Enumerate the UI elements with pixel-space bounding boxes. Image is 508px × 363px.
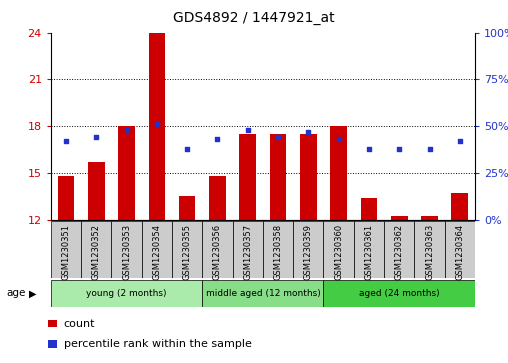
Text: GSM1230361: GSM1230361	[364, 224, 373, 280]
Bar	[263, 221, 293, 278]
Text: GSM1230360: GSM1230360	[334, 224, 343, 280]
Point	[213, 136, 221, 142]
Bar	[51, 221, 81, 278]
Text: GSM1230356: GSM1230356	[213, 224, 222, 280]
Point	[244, 127, 252, 133]
Text: count: count	[64, 319, 95, 329]
Bar	[179, 196, 196, 220]
Point	[456, 138, 464, 144]
Bar	[421, 216, 438, 220]
Text: GSM1230357: GSM1230357	[243, 224, 252, 280]
Text: age: age	[7, 288, 26, 298]
Text: GSM1230363: GSM1230363	[425, 224, 434, 281]
Point	[395, 146, 403, 151]
Bar	[51, 280, 202, 307]
Text: percentile rank within the sample: percentile rank within the sample	[64, 339, 251, 349]
Bar	[172, 221, 202, 278]
Bar	[330, 126, 347, 220]
Point	[365, 146, 373, 151]
Bar	[118, 126, 135, 220]
Bar	[88, 162, 105, 220]
Point	[122, 127, 131, 133]
Bar	[391, 216, 407, 220]
Bar	[324, 280, 475, 307]
Bar	[361, 198, 377, 220]
Bar	[239, 134, 256, 220]
Bar	[202, 280, 324, 307]
Point	[335, 136, 343, 142]
Bar	[209, 176, 226, 220]
Text: ▶: ▶	[29, 289, 37, 299]
Bar	[111, 221, 142, 278]
Text: GSM1230351: GSM1230351	[61, 224, 71, 280]
Bar	[354, 221, 384, 278]
Point	[62, 138, 70, 144]
Text: GSM1230352: GSM1230352	[92, 224, 101, 280]
Point	[92, 134, 100, 140]
Bar	[324, 221, 354, 278]
Bar	[384, 221, 415, 278]
Text: GDS4892 / 1447921_at: GDS4892 / 1447921_at	[173, 11, 335, 25]
Text: GSM1230354: GSM1230354	[152, 224, 162, 280]
Point	[274, 134, 282, 140]
Bar	[202, 221, 233, 278]
Bar	[142, 221, 172, 278]
Point	[183, 146, 191, 151]
Text: aged (24 months): aged (24 months)	[359, 289, 439, 298]
Bar	[293, 221, 324, 278]
Text: GSM1230358: GSM1230358	[273, 224, 282, 280]
Point	[304, 129, 312, 135]
Bar	[444, 221, 475, 278]
Text: GSM1230353: GSM1230353	[122, 224, 131, 280]
Bar	[300, 134, 316, 220]
Point	[153, 121, 161, 127]
Text: young (2 months): young (2 months)	[86, 289, 167, 298]
Bar	[233, 221, 263, 278]
Bar	[415, 221, 444, 278]
Bar	[57, 176, 74, 220]
Bar	[81, 221, 111, 278]
Text: GSM1230355: GSM1230355	[183, 224, 192, 280]
Text: GSM1230359: GSM1230359	[304, 224, 313, 280]
Text: GSM1230364: GSM1230364	[455, 224, 464, 280]
Bar	[452, 193, 468, 220]
Text: middle aged (12 months): middle aged (12 months)	[206, 289, 320, 298]
Bar	[270, 134, 287, 220]
Bar	[148, 33, 165, 220]
Text: GSM1230362: GSM1230362	[395, 224, 404, 280]
Point	[426, 146, 434, 151]
